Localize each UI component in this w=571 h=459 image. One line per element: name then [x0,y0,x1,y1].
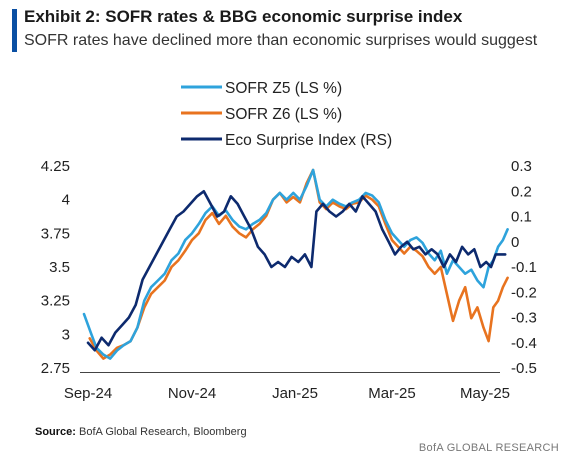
y-right-tick-label: 0 [511,234,519,251]
y-right-tick-label: -0.2 [511,284,537,301]
series-line-eco-surprise-index-rs [86,190,507,352]
y-left-tick-label: 3.75 [41,225,70,242]
source-note: Source: BofA Global Research, Bloomberg [35,426,247,438]
y-left-tick-label: 3 [62,326,70,343]
y-right-tick-label: -0.4 [511,335,537,352]
legend-entry: Eco Surprise Index (RS) [225,132,392,149]
x-tick-label: May-25 [460,385,510,402]
x-tick-label: Jan-25 [272,385,318,402]
source-label: Source: [35,426,76,438]
chart-subtitle: SOFR rates have declined more than econo… [24,32,538,49]
brand-label: BofA GLOBAL RESEARCH [418,442,559,454]
y-left-tick-label: 4.25 [41,158,70,175]
x-tick-label: Nov-24 [168,385,216,402]
series-line-sofr-z5-ls [82,168,509,360]
series-layer [82,168,509,360]
y-right-tick-label: 0.3 [511,158,532,175]
legend-entry: SOFR Z5 (LS %) [225,80,342,97]
y-right-tick-label: 0.1 [511,209,532,226]
axes: 2.75 3 3.25 3.5 3.75 4 4.25 -0.5 -0.4 -0.3 -0.2 -0.… [41,158,537,402]
legend-entry: SOFR Z6 (LS %) [225,106,342,123]
chart-title: Exhibit 2: SOFR rates & BBG economic sur… [24,7,463,26]
x-tick-label: Mar-25 [368,385,416,402]
x-tick-label: Sep-24 [64,385,112,402]
y-right-tick-label: 0.2 [511,183,532,200]
y-right-tick-label: -0.5 [511,360,537,377]
y-right-tick-label: -0.1 [511,259,537,276]
y-left-tick-label: 2.75 [41,360,70,377]
y-left-tick-label: 4 [62,192,70,209]
y-left-tick-label: 3.5 [49,259,70,276]
y-left-tick-label: 3.25 [41,293,70,310]
source-text: BofA Global Research, Bloomberg [79,426,247,438]
y-right-tick-label: -0.3 [511,310,537,327]
accent-bar [12,9,17,52]
legend: SOFR Z5 (LS %) SOFR Z6 (LS %) Eco Surprise… [181,80,392,149]
